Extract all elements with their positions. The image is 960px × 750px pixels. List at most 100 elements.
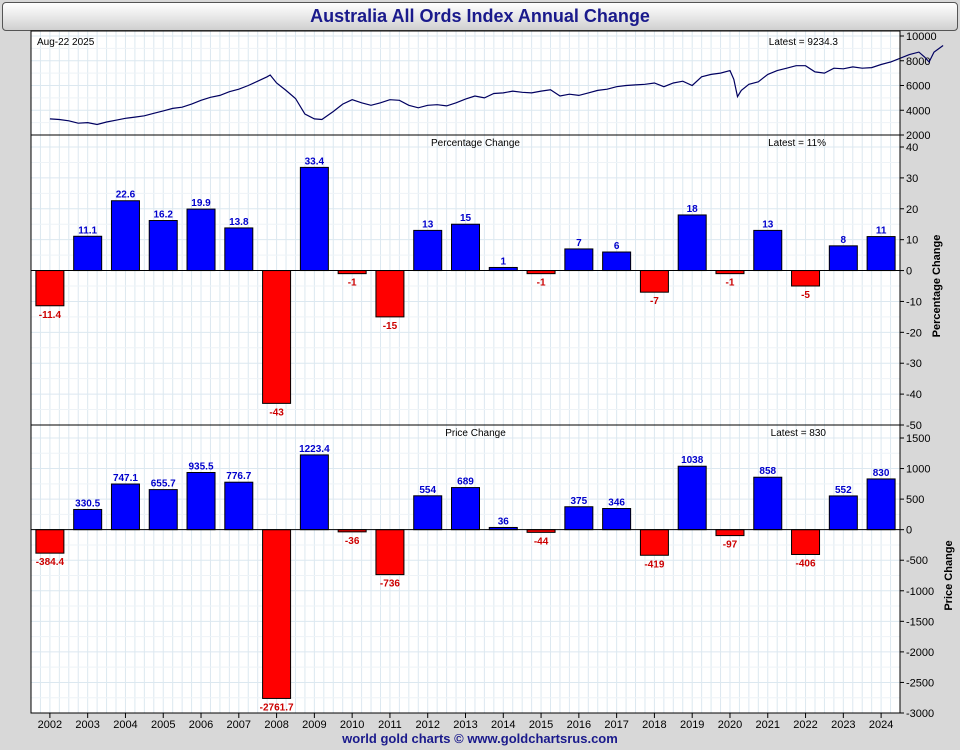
x-tick-label: 2007 bbox=[227, 719, 251, 731]
x-tick-label: 2005 bbox=[151, 719, 175, 731]
x-tick-label: 2003 bbox=[75, 719, 99, 731]
y-axis-label: Percentage Change bbox=[931, 235, 943, 338]
x-tick-label: 2022 bbox=[793, 719, 817, 731]
y-tick-label: 10 bbox=[906, 235, 918, 247]
data-label: 36 bbox=[498, 516, 510, 527]
data-label: 7 bbox=[576, 238, 582, 249]
data-label: 11 bbox=[876, 226, 887, 237]
bar bbox=[791, 270, 821, 287]
y-axis-label: Price Change bbox=[943, 540, 955, 610]
data-label: 689 bbox=[457, 477, 474, 488]
data-label: 15 bbox=[460, 213, 472, 224]
footer-credit: world gold charts © www.goldchartsrus.co… bbox=[342, 731, 618, 746]
bar bbox=[602, 251, 632, 272]
bar bbox=[262, 529, 292, 699]
x-tick-label: 2023 bbox=[831, 719, 855, 731]
bar bbox=[73, 235, 103, 272]
y-tick-label: -2500 bbox=[906, 677, 934, 689]
data-label: 330.5 bbox=[75, 498, 100, 509]
x-tick-label: 2021 bbox=[756, 719, 780, 731]
bar bbox=[35, 529, 65, 554]
x-tick-label: 2011 bbox=[378, 719, 402, 731]
data-label: 375 bbox=[571, 496, 588, 507]
bar bbox=[451, 223, 480, 272]
y-tick-label: -1000 bbox=[906, 586, 934, 598]
data-label: -43 bbox=[269, 407, 284, 418]
x-tick-label: 2019 bbox=[680, 719, 704, 731]
y-tick-label: 6000 bbox=[906, 81, 930, 93]
y-tick-label: 8000 bbox=[906, 56, 930, 68]
x-tick-label: 2006 bbox=[189, 719, 213, 731]
y-tick-label: 1000 bbox=[906, 464, 930, 476]
bar bbox=[828, 495, 858, 531]
x-tick-label: 2016 bbox=[567, 719, 591, 731]
bar bbox=[262, 270, 292, 404]
chart-title: Australia All Ords Index Annual Change bbox=[310, 6, 650, 26]
bar bbox=[753, 476, 783, 531]
latest-value-label: Latest = 9234.3 bbox=[769, 37, 839, 48]
bar bbox=[866, 236, 896, 272]
data-label: 776.7 bbox=[226, 471, 251, 482]
panel-title: Price Change bbox=[445, 428, 506, 439]
data-label: 346 bbox=[608, 498, 625, 509]
y-tick-label: 10000 bbox=[906, 31, 937, 43]
bar bbox=[451, 487, 480, 531]
data-label: 1038 bbox=[681, 455, 704, 466]
data-label: 6 bbox=[614, 241, 620, 252]
bar bbox=[186, 471, 216, 531]
y-tick-label: 1500 bbox=[906, 433, 930, 445]
bar bbox=[35, 270, 65, 307]
bar bbox=[639, 529, 669, 556]
data-label: 8 bbox=[841, 235, 847, 246]
x-tick-label: 2010 bbox=[340, 719, 364, 731]
data-label: 655.7 bbox=[151, 479, 176, 490]
panel-date-label: Aug-22 2025 bbox=[37, 37, 95, 48]
x-tick-label: 2002 bbox=[38, 719, 62, 731]
y-tick-label: 0 bbox=[906, 525, 912, 537]
bar bbox=[148, 489, 178, 531]
data-label: -44 bbox=[534, 536, 549, 547]
data-label: 554 bbox=[419, 485, 436, 496]
data-label: 33.4 bbox=[305, 156, 325, 167]
latest-value-label: Latest = 11% bbox=[768, 138, 826, 149]
bar bbox=[677, 214, 707, 272]
bar bbox=[375, 270, 405, 318]
data-label: -97 bbox=[723, 540, 738, 551]
y-tick-label: 40 bbox=[906, 142, 918, 154]
bar bbox=[753, 229, 783, 272]
bar bbox=[186, 208, 216, 272]
data-label: 1223.4 bbox=[299, 444, 330, 455]
bar bbox=[791, 529, 821, 555]
bar bbox=[375, 529, 405, 576]
data-label: 18 bbox=[687, 204, 699, 215]
y-tick-label: -50 bbox=[906, 420, 922, 432]
x-tick-label: 2015 bbox=[529, 719, 553, 731]
bar bbox=[866, 478, 896, 531]
y-tick-label: -1500 bbox=[906, 616, 934, 628]
bar bbox=[828, 245, 858, 272]
data-label: -1 bbox=[348, 278, 357, 289]
bar bbox=[413, 229, 443, 272]
data-label: 935.5 bbox=[189, 461, 214, 472]
bar bbox=[299, 166, 329, 272]
x-tick-label: 2017 bbox=[604, 719, 628, 731]
bar bbox=[299, 454, 329, 531]
index-price-line bbox=[49, 45, 944, 126]
title-bar: Australia All Ords Index Annual Change bbox=[2, 2, 958, 31]
y-tick-label: -500 bbox=[906, 555, 928, 567]
bar bbox=[110, 200, 140, 272]
y-tick-label: -20 bbox=[906, 327, 922, 339]
y-tick-label: 0 bbox=[906, 266, 912, 278]
bar bbox=[148, 220, 178, 272]
bar bbox=[413, 495, 443, 531]
y-tick-label: -3000 bbox=[906, 708, 934, 720]
panel-title: Percentage Change bbox=[431, 138, 520, 149]
data-label: -419 bbox=[644, 559, 664, 570]
data-label: -7 bbox=[650, 296, 659, 307]
latest-value-label: Latest = 830 bbox=[771, 428, 827, 439]
data-label: 858 bbox=[759, 466, 776, 477]
x-tick-label: 2012 bbox=[415, 719, 439, 731]
x-tick-label: 2020 bbox=[718, 719, 742, 731]
